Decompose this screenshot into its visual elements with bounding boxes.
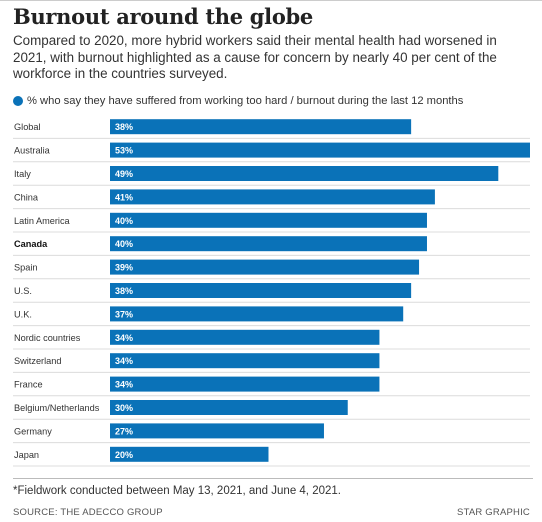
bar [110, 423, 324, 439]
category-label: France [14, 380, 43, 390]
bottom-divider [13, 478, 533, 479]
top-divider [0, 0, 542, 1]
bar-value-label: 39% [115, 263, 133, 273]
category-label: Italy [14, 169, 31, 179]
bar-value-label: 34% [115, 333, 133, 343]
bar-value-label: 49% [115, 169, 133, 179]
category-label: Germany [14, 426, 52, 436]
bar-value-label: 40% [115, 216, 133, 226]
category-label: Australia [14, 146, 51, 156]
bar-chart: Global 38% Australia 53% Italy 49% China 41% Lat… [13, 119, 530, 467]
chart-title: Burnout around the globe [13, 4, 313, 29]
bar-value-label: 20% [115, 450, 133, 460]
category-label: Japan [14, 450, 39, 460]
bar-value-label: 34% [115, 356, 133, 366]
footnote: *Fieldwork conducted between May 13, 202… [13, 485, 341, 497]
bar-value-label: 37% [115, 309, 133, 319]
bar [110, 142, 530, 158]
bar [110, 376, 380, 392]
category-label: Nordic countries [14, 333, 81, 343]
category-label: Spain [14, 263, 38, 273]
bar [110, 259, 420, 275]
bar-value-label: 53% [115, 146, 133, 156]
chart-subtitle: Compared to 2020, more hybrid workers sa… [13, 33, 497, 81]
category-label: U.S. [14, 286, 32, 296]
bar [110, 306, 404, 322]
bar-value-label: 41% [115, 192, 133, 202]
category-label: U.K. [14, 309, 32, 319]
bar-value-label: 38% [115, 122, 133, 132]
bar [110, 283, 412, 298]
category-label: Switzerland [14, 356, 62, 366]
bar-value-label: 27% [115, 426, 133, 436]
category-label: Global [14, 122, 41, 132]
legend: % who say they have suffered from workin… [13, 95, 463, 107]
bar [110, 166, 499, 181]
bar-value-label: 40% [115, 239, 133, 249]
bar [110, 119, 412, 135]
bar [110, 212, 427, 228]
bar [110, 189, 435, 205]
bar-value-label: 34% [115, 380, 133, 390]
category-label: Canada [14, 239, 48, 249]
bar [110, 353, 380, 369]
legend-swatch [13, 96, 23, 106]
bar-value-label: 38% [115, 286, 133, 296]
graphic-credit: STAR GRAPHIC [457, 507, 530, 518]
category-label: Belgium/Netherlands [14, 403, 100, 413]
category-label: China [14, 192, 39, 202]
bar [110, 446, 269, 462]
source-credit: SOURCE: THE ADECCO GROUP [13, 507, 163, 518]
category-label: Latin America [14, 216, 71, 226]
bar [110, 329, 380, 345]
bar-value-label: 30% [115, 403, 133, 413]
legend-label: % who say they have suffered from workin… [27, 95, 464, 107]
bar [110, 236, 427, 252]
bar [110, 400, 348, 415]
